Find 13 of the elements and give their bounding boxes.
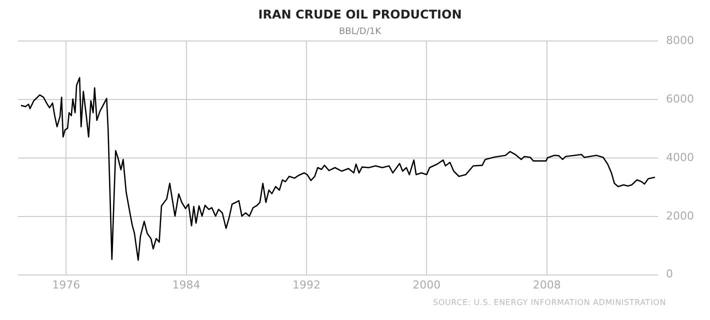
y-tick-label: 0 [666,268,674,281]
y-tick-label: 8000 [666,34,694,48]
source-note: SOURCE: U.S. ENERGY INFORMATION ADMINISTRATION [433,298,666,307]
x-tick-label: 2000 [412,278,441,292]
chart-title: IRAN CRUDE OIL PRODUCTION [258,7,462,22]
y-tick-label: 4000 [666,150,694,164]
x-tick-label: 1992 [292,278,320,292]
y-tick-label: 2000 [666,209,694,222]
x-tick-label: 1976 [52,278,80,292]
y-tick-label: 6000 [666,92,694,106]
x-tick-label: 1984 [172,278,200,292]
x-tick-label: 2008 [532,278,561,292]
chart-subtitle: BBL/D/1K [339,27,382,38]
